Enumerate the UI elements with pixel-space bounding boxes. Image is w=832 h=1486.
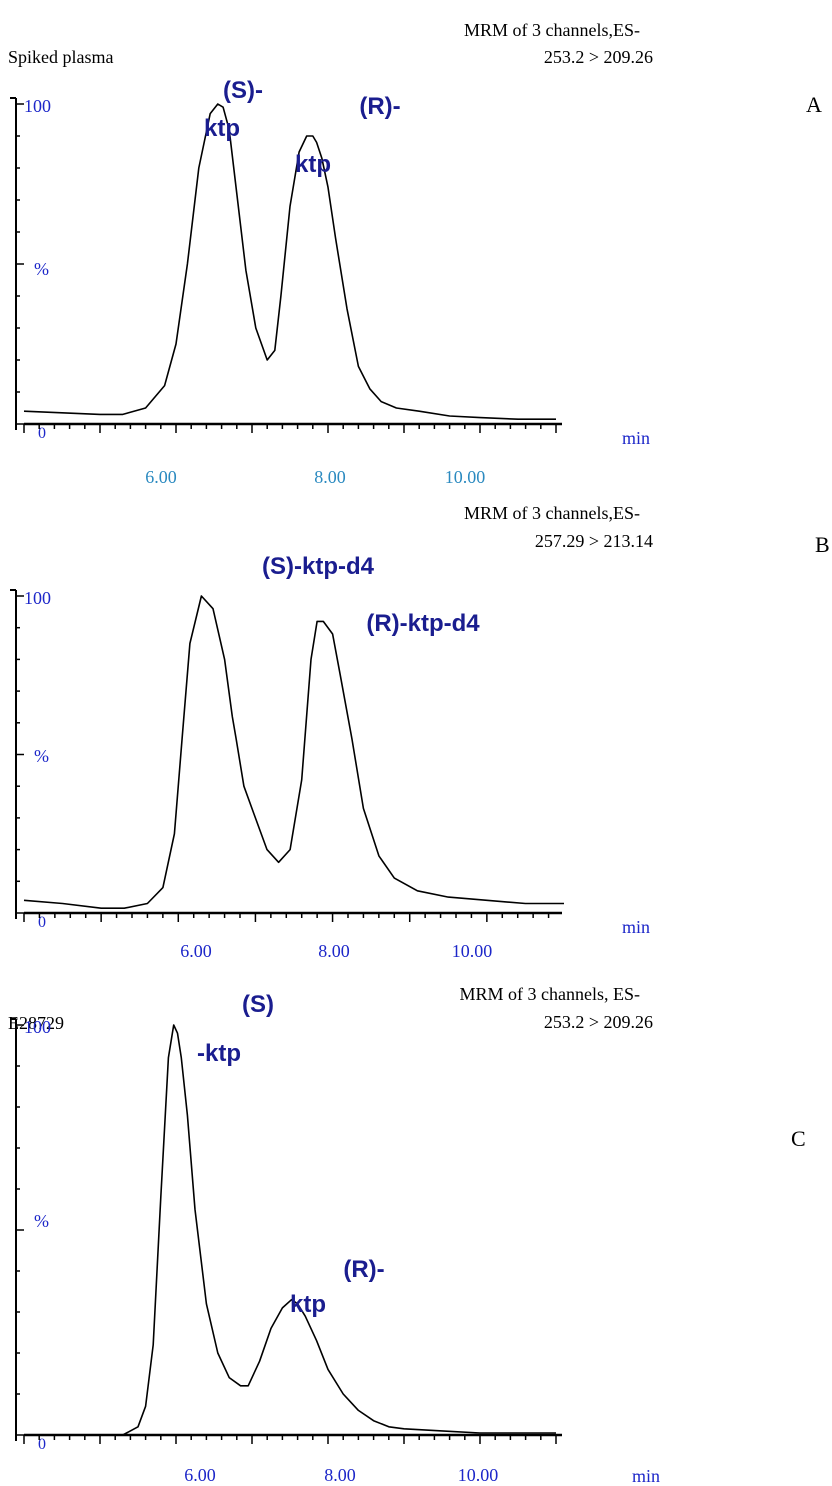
x-tick-label: 8.00 (324, 1465, 356, 1485)
peak-label: ktp (295, 151, 331, 178)
x-tick-label: 6.00 (184, 1465, 216, 1485)
x-tick-label: 8.00 (314, 467, 346, 487)
peak-label: ktp (204, 115, 240, 142)
sample-label: E28729 (8, 1013, 64, 1033)
sample-label: Spiked plasma (8, 47, 114, 67)
header-line-2: 253.2 > 209.26 (544, 47, 653, 67)
header-line-1: MRM of 3 channels,ES- (464, 20, 640, 40)
y-mid-label: % (34, 1211, 49, 1231)
panel-letter: C (791, 1126, 806, 1151)
y-zero-label: 0 (38, 425, 46, 442)
x-tick-label: 10.00 (445, 467, 486, 487)
header-line-2: 257.29 > 213.14 (535, 531, 653, 551)
y-zero-label: 0 (38, 1436, 46, 1453)
chromatogram-trace (24, 1024, 556, 1436)
y-mid-label: % (34, 259, 49, 279)
peak-label: (R)- (359, 93, 400, 120)
chromatogram-trace (23, 595, 564, 909)
y-top-label: 100 (24, 588, 51, 608)
header-line-2: 253.2 > 209.26 (544, 1012, 653, 1032)
y-zero-label: 0 (38, 914, 46, 931)
x-unit-label: min (622, 917, 650, 937)
y-top-label: 100 (24, 96, 51, 116)
y-top-label: 100 (24, 1017, 51, 1037)
peak-label: (R)- (343, 1256, 384, 1283)
x-tick-label: 6.00 (145, 467, 177, 487)
header-line-1: MRM of 3 channels, ES- (460, 984, 640, 1004)
x-tick-label: 10.00 (458, 1465, 499, 1485)
x-tick-label: 8.00 (318, 941, 350, 961)
peak-label: (R)-ktp-d4 (366, 610, 480, 637)
x-tick-label: 10.00 (452, 941, 493, 961)
x-tick-label: 6.00 (180, 941, 212, 961)
peak-label: (S)- (223, 77, 263, 104)
peak-label: (S) (242, 991, 274, 1018)
peak-label: ktp (290, 1291, 326, 1318)
chromatogram-trace (23, 103, 556, 420)
y-mid-label: % (34, 746, 49, 766)
panel-letter: A (806, 92, 822, 117)
header-line-1: MRM of 3 channels,ES- (464, 503, 640, 523)
x-unit-label: min (622, 428, 650, 448)
peak-label: -ktp (197, 1040, 241, 1067)
x-unit-label: min (632, 1466, 660, 1486)
panel-letter: B (815, 532, 830, 557)
peak-label: (S)-ktp-d4 (262, 553, 375, 580)
